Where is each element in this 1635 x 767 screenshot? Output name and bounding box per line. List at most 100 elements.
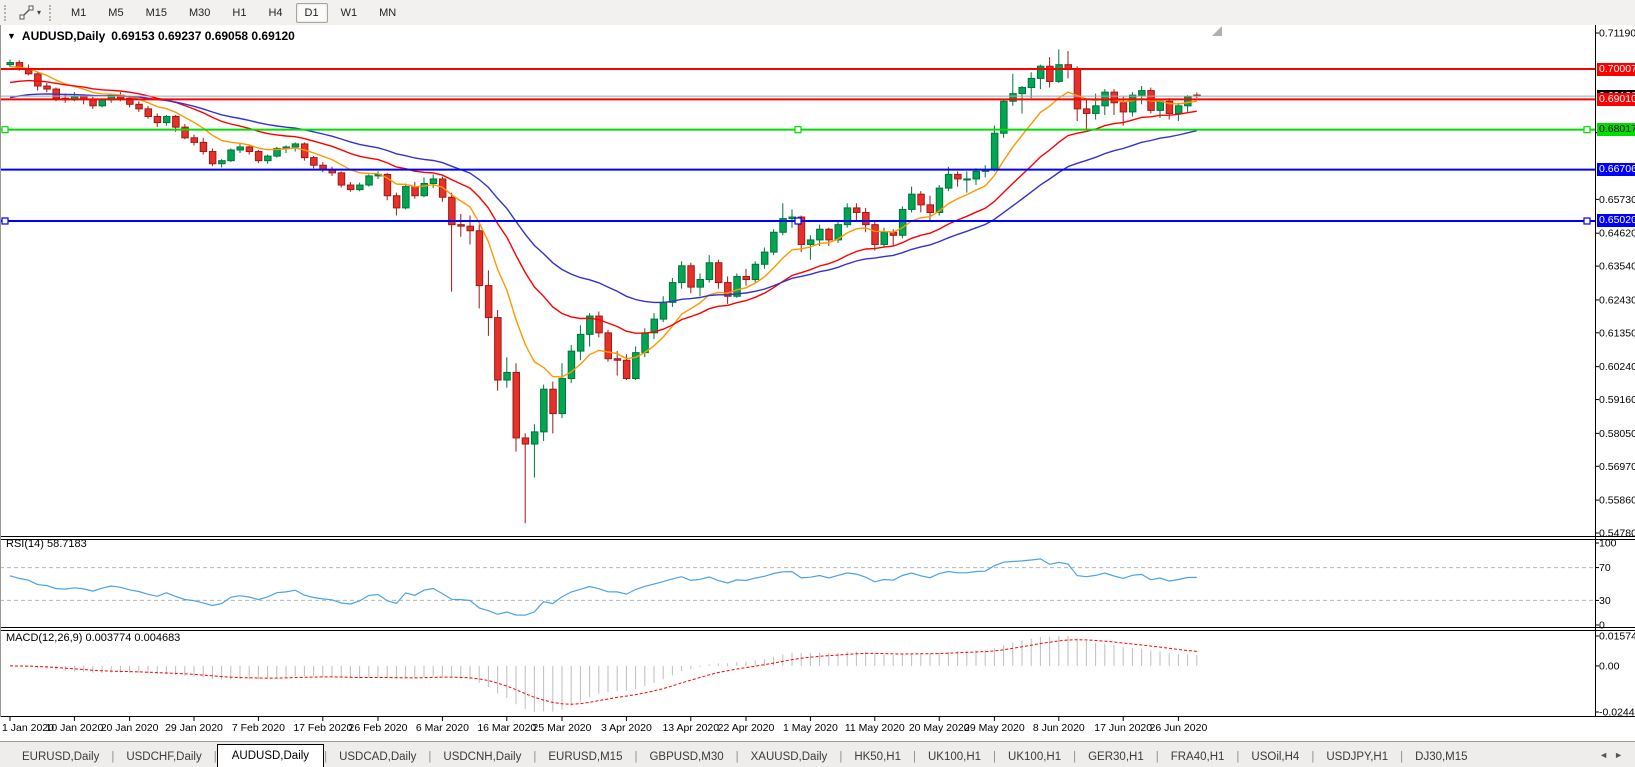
toolbar-grip-2[interactable]: [49, 4, 56, 21]
chart-tab-dj30-m15[interactable]: DJ30,M15: [1415, 751, 1468, 763]
macd-indicator-label: MACD(12,26,9) 0.003774 0.004683: [6, 632, 181, 644]
hline-handle[interactable]: [1, 126, 9, 134]
date-label-20-May-2020: 20 May 2020: [909, 722, 970, 734]
hline-handle[interactable]: [1, 217, 9, 225]
macd-tick-0.015743: 0.015743: [1599, 631, 1635, 643]
hline-handle[interactable]: [1583, 126, 1591, 134]
chart-tab-gbpusd-m30[interactable]: GBPUSD,M30: [649, 751, 724, 763]
price-badge-0.68017: 0.68017: [1597, 123, 1635, 137]
chart-tab-xauusd-daily[interactable]: XAUUSD,Daily: [750, 751, 828, 763]
chart-ohlc-values: 0.69153 0.69237 0.69058 0.69120: [111, 29, 295, 43]
date-label-29-Jan-2020: 29 Jan 2020: [165, 722, 223, 734]
tab-separator: |: [111, 751, 115, 763]
tab-separator: |: [1155, 751, 1159, 763]
timeframe-button-m15[interactable]: M15: [145, 6, 167, 19]
tab-separator: |: [634, 751, 638, 763]
chart-symbol-period: AUDUSD,Daily: [21, 29, 106, 43]
date-label-17-Feb-2020: 17 Feb 2020: [293, 722, 352, 734]
ma-slow-line: [9, 93, 1197, 304]
trendline-tool-button[interactable]: ▾: [16, 3, 44, 23]
rsi-indicator-label: RSI(14) 58.7183: [6, 538, 87, 550]
rsi-tick-100: 100: [1599, 538, 1617, 550]
hline-handle[interactable]: [1583, 217, 1591, 225]
date-label-26-Feb-2020: 26 Feb 2020: [349, 722, 408, 734]
date-label-1-Jan-2020: 1 Jan 2020: [2, 722, 54, 734]
tab-separator: |: [1236, 751, 1240, 763]
timeframe-button-h1[interactable]: H1: [232, 6, 247, 19]
price-badge-0.70007: 0.70007: [1597, 62, 1635, 76]
date-label-7-Feb-2020: 7 Feb 2020: [232, 722, 285, 734]
chart-tab-ger30-h1[interactable]: GER30,H1: [1088, 751, 1144, 763]
price-tick-0.61350: 0.61350: [1599, 327, 1635, 339]
tab-separator: |: [912, 751, 916, 763]
timeframe-button-m30[interactable]: M30: [188, 6, 211, 19]
rsi-tick-0: 0: [1599, 620, 1605, 632]
chart-tab-bar: EURUSD,Daily | USDCHF,Daily | AUDUSD,Daily | U…: [0, 741, 1635, 767]
chart-tab-hk50-h1[interactable]: HK50,H1: [854, 751, 901, 763]
price-tick-0.55860: 0.55860: [1599, 495, 1635, 507]
date-label-10-Jan-2020: 10 Jan 2020: [45, 722, 103, 734]
price-badge-0.66706: 0.66706: [1597, 163, 1635, 177]
tab-separator: |: [1400, 751, 1404, 763]
price-tick-0.60240: 0.60240: [1599, 361, 1635, 373]
chart-tab-usdcad-daily[interactable]: USDCAD,Daily: [339, 751, 417, 763]
chart-tab-eurusd-daily[interactable]: EURUSD,Daily: [22, 751, 100, 763]
ma-medium-line: [9, 79, 1197, 334]
chart-tab-usdchf-daily[interactable]: USDCHF,Daily: [126, 751, 202, 763]
date-label-13-Apr-2020: 13 Apr 2020: [662, 722, 719, 734]
toolbar-grip[interactable]: [4, 4, 11, 21]
timeframe-button-d1[interactable]: D1: [295, 2, 328, 23]
hline-handle[interactable]: [794, 217, 802, 225]
tab-scroll-left-icon[interactable]: ◄: [1599, 750, 1615, 760]
chart-tab-eurusd-m15[interactable]: EURUSD,M15: [548, 751, 623, 763]
date-label-20-Jan-2020: 20 Jan 2020: [101, 722, 159, 734]
hline-handle[interactable]: [794, 126, 802, 134]
trendline-tool-icon: [19, 5, 34, 19]
date-label-8-Jun-2020: 8 Jun 2020: [1033, 722, 1085, 734]
tab-separator: |: [1311, 751, 1315, 763]
timeframe-button-m1[interactable]: M1: [71, 6, 87, 19]
macd-tick-0.00: 0.00: [1599, 660, 1620, 672]
chart-tab-audusd-daily[interactable]: AUDUSD,Daily: [216, 744, 325, 767]
price-tick-0.71190: 0.71190: [1599, 28, 1635, 40]
chart-tab-usdcnh-daily[interactable]: USDCNH,Daily: [443, 751, 522, 763]
price-tick-0.59160: 0.59160: [1599, 394, 1635, 406]
tab-scroll-right-icon[interactable]: ►: [1614, 750, 1629, 760]
timeframe-button-h4[interactable]: H4: [268, 6, 283, 19]
date-label-25-Mar-2020: 25 Mar 2020: [533, 722, 592, 734]
date-label-3-Apr-2020: 3 Apr 2020: [601, 722, 652, 734]
timeframe-button-w1[interactable]: W1: [340, 6, 358, 19]
price-badge-0.65020: 0.65020: [1597, 214, 1635, 228]
date-label-16-Mar-2020: 16 Mar 2020: [477, 722, 536, 734]
tool-dropdown-caret[interactable]: ▾: [37, 8, 42, 17]
chart-shift-marker[interactable]: [1212, 26, 1222, 36]
candles-layer: [6, 49, 1201, 524]
chart-canvas[interactable]: 0.711900.679200.657300.646200.635400.624…: [0, 25, 1635, 766]
date-label-6-Mar-2020: 6 Mar 2020: [416, 722, 469, 734]
timeframe-button-m5[interactable]: M5: [108, 6, 124, 19]
price-tick-0.65730: 0.65730: [1599, 194, 1635, 206]
chart-tab-usdjpy-h1[interactable]: USDJPY,H1: [1326, 751, 1389, 763]
tab-scroll-arrows[interactable]: ◄►: [1599, 750, 1629, 760]
tab-separator: |: [1073, 751, 1077, 763]
chart-tab-usoil-h4[interactable]: USOil,H4: [1251, 751, 1300, 763]
chart-title: ▼ AUDUSD,Daily 0.69153 0.69237 0.69058 0…: [7, 29, 295, 43]
tab-separator: |: [213, 751, 217, 763]
macd-panel: [9, 636, 1198, 712]
rsi-tick-30: 30: [1599, 595, 1611, 607]
tab-separator: |: [839, 751, 843, 763]
tab-separator: |: [428, 751, 432, 763]
date-label-22-Apr-2020: 22 Apr 2020: [718, 722, 775, 734]
chart-tab-uk100-h1[interactable]: UK100,H1: [927, 751, 982, 763]
timeframe-button-mn[interactable]: MN: [379, 6, 397, 19]
date-label-11-May-2020: 11 May 2020: [845, 722, 905, 734]
ma-fast-line: [9, 66, 1197, 378]
price-tick-0.56970: 0.56970: [1599, 461, 1635, 473]
chart-tab-uk100-h1[interactable]: UK100,H1: [1008, 751, 1062, 763]
symbol-dropdown-caret[interactable]: ▼: [7, 31, 16, 41]
price-tick-0.63540: 0.63540: [1599, 261, 1635, 273]
tab-separator: |: [993, 751, 997, 763]
tab-separator: |: [533, 751, 537, 763]
chart-tab-fra40-h1[interactable]: FRA40,H1: [1170, 751, 1225, 763]
